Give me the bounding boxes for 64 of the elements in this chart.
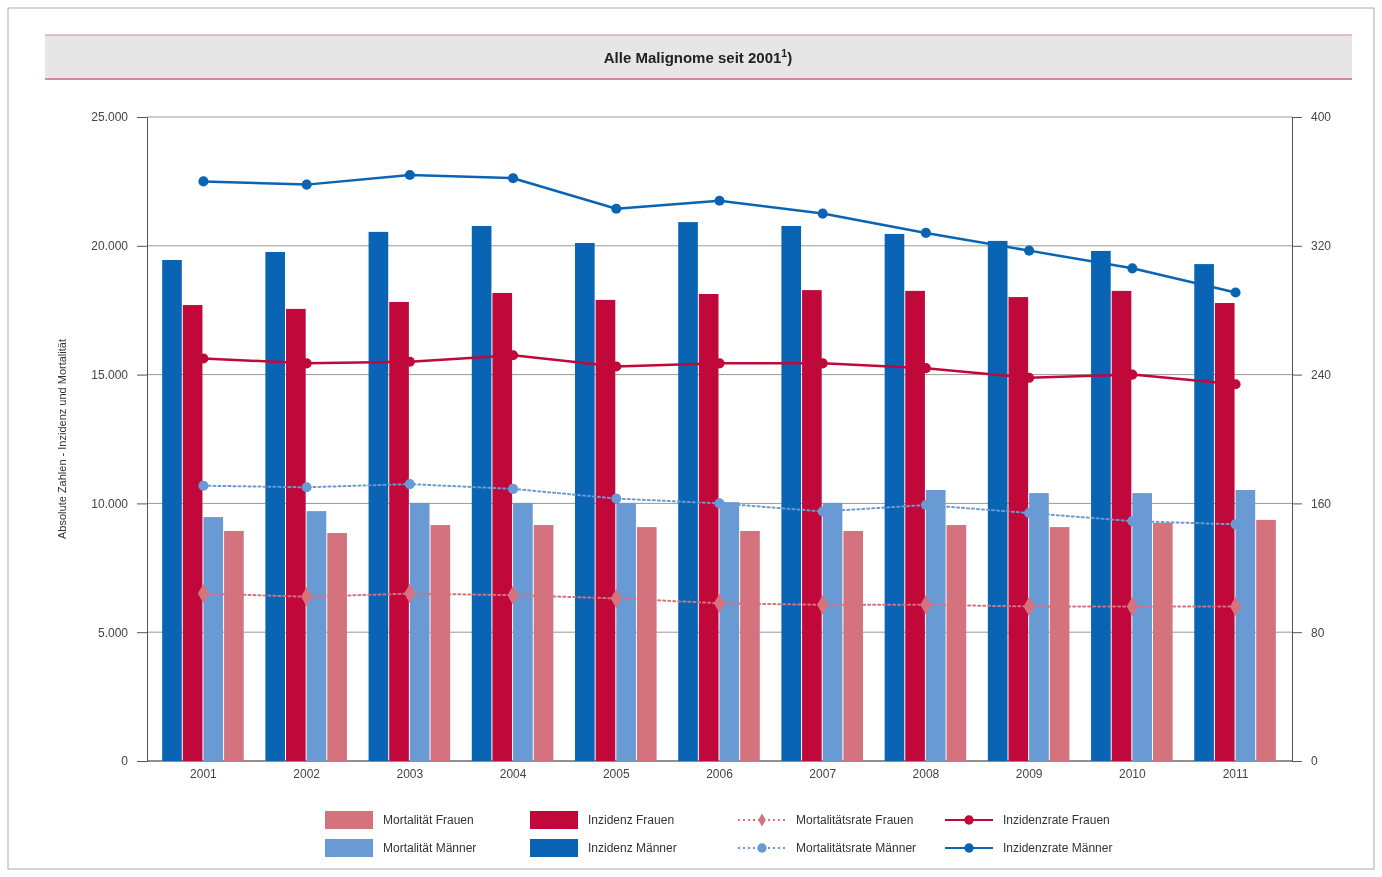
x-tick-label: 2008: [912, 767, 940, 781]
bar: [203, 517, 224, 761]
x-tick-label: 2004: [499, 767, 527, 781]
y2-tick-label: 320: [1311, 239, 1332, 254]
bar: [575, 242, 595, 761]
y2-tick-label: 400: [1311, 110, 1332, 125]
bar: [781, 225, 802, 761]
point: [1024, 245, 1035, 256]
x-tick-label: 2009: [1015, 767, 1043, 781]
y-tick-label: 25.000: [91, 110, 129, 125]
point: [611, 493, 622, 504]
legend-label: Mortalität Frauen: [383, 813, 474, 827]
x-tick-label: 2005: [602, 767, 630, 781]
y-tick-label: 15.000: [91, 367, 129, 382]
point: [301, 179, 312, 190]
legend-label: Mortalität Männer: [383, 841, 477, 855]
point: [508, 483, 519, 494]
y-tick-label: 10.000: [91, 496, 129, 511]
bar: [162, 259, 182, 761]
y-tick-label: 20.000: [91, 239, 129, 254]
legend-label: Mortalitätsrate Männer: [796, 841, 917, 855]
x-tick-label: 2007: [809, 767, 837, 781]
bar: [265, 251, 286, 761]
point: [714, 195, 725, 206]
bar: [513, 502, 533, 761]
point: [301, 482, 312, 493]
point: [1127, 263, 1138, 274]
point: [198, 480, 209, 491]
y-axis-title: Absolute Zahlen - Inzidenz und Mortalität: [56, 339, 68, 539]
bar: [409, 502, 430, 761]
legend-label: Inzidenzrate Frauen: [1003, 813, 1110, 827]
x-tick-label: 2011: [1222, 767, 1249, 781]
x-tick-label: 2003: [396, 767, 424, 781]
bar: [678, 222, 698, 761]
chart-title: Alle Malignome seit 2001$^{1}$): [603, 47, 793, 66]
bar: [471, 225, 492, 761]
x-tick-label: 2002: [293, 767, 321, 781]
point: [198, 176, 209, 187]
y2-tick-label: 80: [1311, 625, 1325, 640]
x-tick-label: 2001: [190, 767, 218, 781]
legend-label: Mortalitätsrate Frauen: [796, 813, 914, 827]
bar: [368, 231, 389, 761]
y-tick-label: 5.000: [97, 625, 129, 640]
y-tick-label: 0: [121, 754, 129, 769]
legend-label: Inzidenz Frauen: [588, 813, 675, 827]
x-tick-label: 2006: [706, 767, 734, 781]
bar: [306, 511, 327, 761]
point: [1230, 287, 1241, 298]
point: [508, 173, 519, 184]
point: [404, 169, 415, 180]
y2-tick-label: 240: [1311, 367, 1332, 382]
y2-tick-label: 0: [1311, 754, 1318, 769]
bar: [1256, 519, 1276, 761]
legend-label: Inzidenzrate Männer: [1003, 841, 1113, 855]
y2-tick-label: 160: [1311, 496, 1332, 511]
point: [817, 208, 828, 219]
bar: [1235, 490, 1256, 761]
point: [920, 227, 931, 238]
point: [714, 498, 725, 509]
bar: [884, 233, 905, 761]
point: [611, 203, 622, 214]
legend-label: Inzidenz Männer: [588, 841, 677, 855]
point: [404, 479, 415, 490]
x-tick-label: 2010: [1118, 767, 1147, 781]
